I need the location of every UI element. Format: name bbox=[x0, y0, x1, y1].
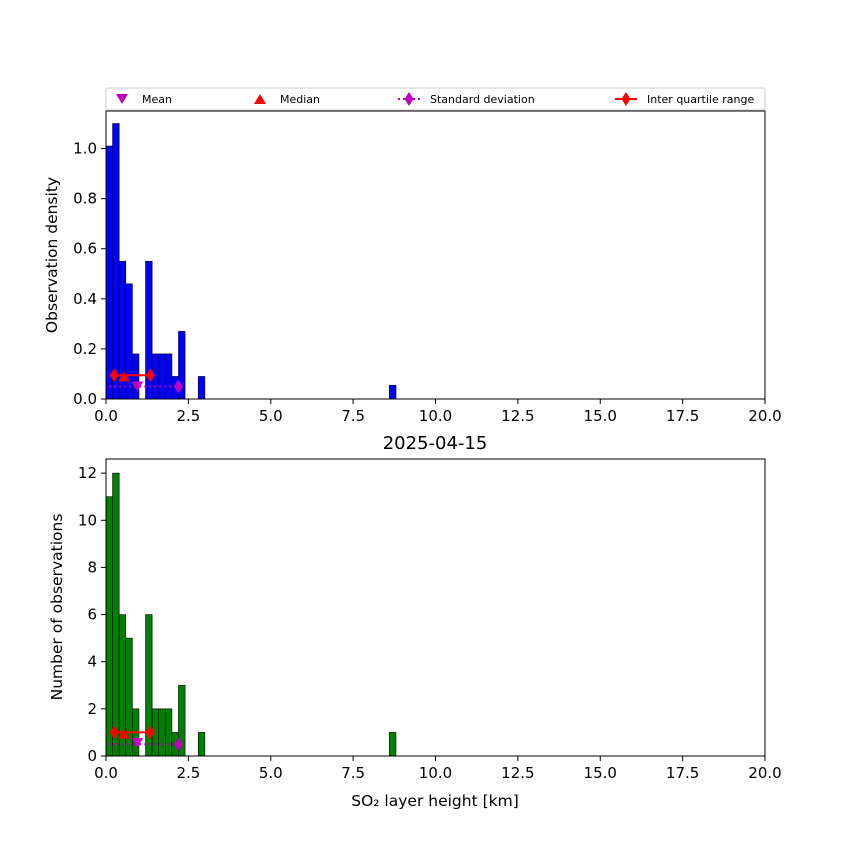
count-y-tick-label-6: 12 bbox=[78, 464, 97, 482]
count-x-tick-label-8: 20.0 bbox=[748, 764, 781, 782]
count-x-tick-label-2: 5.0 bbox=[259, 764, 283, 782]
count-x-tick-label-7: 17.5 bbox=[666, 764, 699, 782]
iqr-diamond-icon bbox=[621, 92, 631, 106]
count-y-tick-label-2: 4 bbox=[87, 653, 97, 671]
count-bar-8 bbox=[165, 708, 173, 757]
density-bar-8 bbox=[165, 353, 173, 400]
density-y-tick-label-4: 0.8 bbox=[73, 190, 97, 208]
density-bar-7 bbox=[158, 353, 166, 400]
density-bar-12 bbox=[389, 384, 397, 400]
median-marker-icon bbox=[254, 94, 266, 104]
count-x-ticks: 0.0 2.5 5.0 7.5 10.0 12.5 15.0 17.5 20.0 bbox=[94, 756, 782, 782]
legend-label-mean: Mean bbox=[142, 93, 172, 106]
density-x-ticks: 0.0 2.5 5.0 7.5 10.0 12.5 15.0 17.5 20.0 bbox=[94, 399, 782, 425]
density-bar-3 bbox=[125, 283, 133, 400]
density-mean-marker bbox=[131, 381, 144, 392]
density-std-marker bbox=[173, 379, 183, 394]
count-histogram-panel: 2025-04-15 0.0 2.5 5.0 7.5 10.0 12.5 15.0 17.5 2… bbox=[48, 433, 782, 810]
mean-marker-icon bbox=[116, 94, 128, 104]
count-x-tick-label-4: 10.0 bbox=[419, 764, 452, 782]
count-bar-11 bbox=[197, 732, 206, 757]
density-iqr-marker-low bbox=[109, 368, 119, 383]
count-bar-0 bbox=[105, 496, 113, 757]
count-x-tick-label-3: 7.5 bbox=[341, 764, 365, 782]
count-mean-marker bbox=[131, 738, 144, 749]
std-diamond-icon bbox=[404, 92, 414, 106]
density-bar-4 bbox=[132, 353, 140, 400]
density-bars bbox=[105, 123, 397, 400]
density-x-tick-label-6: 15.0 bbox=[584, 407, 617, 425]
density-bar-0 bbox=[105, 145, 113, 400]
legend-item-standard-deviation: Standard deviation bbox=[398, 92, 535, 106]
count-y-tick-label-3: 6 bbox=[87, 606, 97, 624]
count-x-tick-label-6: 15.0 bbox=[584, 764, 617, 782]
count-x-axis-label: SO₂ layer height [km] bbox=[351, 792, 519, 810]
count-bar-7 bbox=[158, 708, 166, 757]
density-x-tick-label-4: 10.0 bbox=[419, 407, 452, 425]
legend: Mean Median Standard deviation Inter qua… bbox=[105, 87, 766, 111]
count-y-tick-label-0: 0 bbox=[87, 747, 97, 765]
density-stats bbox=[109, 368, 183, 394]
density-y-tick-label-3: 0.6 bbox=[73, 240, 97, 258]
density-y-ticks: 0.0 0.2 0.4 0.6 0.8 1.0 bbox=[73, 140, 106, 408]
legend-label-median: Median bbox=[280, 93, 320, 106]
count-y-tick-label-1: 2 bbox=[87, 700, 97, 718]
density-iqr-marker-high bbox=[145, 368, 155, 383]
count-bar-12 bbox=[389, 732, 397, 757]
density-bar-1 bbox=[112, 123, 120, 400]
legend-label-std: Standard deviation bbox=[430, 93, 535, 106]
density-y-tick-label-2: 0.4 bbox=[73, 290, 97, 308]
count-y-ticks: 0 2 4 6 8 10 12 bbox=[78, 464, 106, 765]
count-iqr-marker-low bbox=[109, 725, 119, 740]
density-median-marker bbox=[118, 371, 131, 382]
count-x-tick-label-1: 2.5 bbox=[176, 764, 200, 782]
count-y-tick-label-4: 8 bbox=[87, 558, 97, 576]
density-x-tick-label-0: 0.0 bbox=[94, 407, 118, 425]
count-x-tick-label-5: 12.5 bbox=[501, 764, 534, 782]
density-y-tick-label-0: 0.0 bbox=[73, 390, 97, 408]
count-iqr-marker-high bbox=[145, 725, 155, 740]
legend-item-mean: Mean bbox=[116, 93, 172, 106]
density-x-tick-label-3: 7.5 bbox=[341, 407, 365, 425]
legend-item-median: Median bbox=[254, 93, 320, 106]
legend-item-iqr: Inter quartile range bbox=[615, 92, 754, 106]
density-histogram-panel: 0.0 2.5 5.0 7.5 10.0 12.5 15.0 17.5 20.0 0.00.20… bbox=[43, 110, 782, 425]
density-x-tick-label-7: 17.5 bbox=[666, 407, 699, 425]
density-y-tick-label-5: 1.0 bbox=[73, 140, 97, 158]
count-panel-title: 2025-04-15 bbox=[383, 433, 488, 454]
density-x-tick-label-5: 12.5 bbox=[501, 407, 534, 425]
count-x-tick-label-0: 0.0 bbox=[94, 764, 118, 782]
density-x-tick-label-8: 20.0 bbox=[748, 407, 781, 425]
density-y-axis-label: Observation density bbox=[43, 177, 61, 333]
count-bars bbox=[105, 472, 397, 757]
count-std-marker bbox=[173, 737, 183, 752]
count-median-marker bbox=[118, 728, 131, 739]
count-stats bbox=[109, 725, 183, 752]
density-x-tick-label-2: 5.0 bbox=[259, 407, 283, 425]
legend-label-iqr: Inter quartile range bbox=[647, 93, 754, 106]
density-bar-11 bbox=[197, 376, 206, 400]
legend-frame bbox=[105, 87, 766, 111]
count-y-tick-label-5: 10 bbox=[78, 511, 97, 529]
count-y-axis-label: Number of observations bbox=[48, 514, 66, 701]
density-y-tick-label-1: 0.2 bbox=[73, 340, 97, 358]
density-x-tick-label-1: 2.5 bbox=[176, 407, 200, 425]
count-bar-1 bbox=[112, 472, 120, 757]
